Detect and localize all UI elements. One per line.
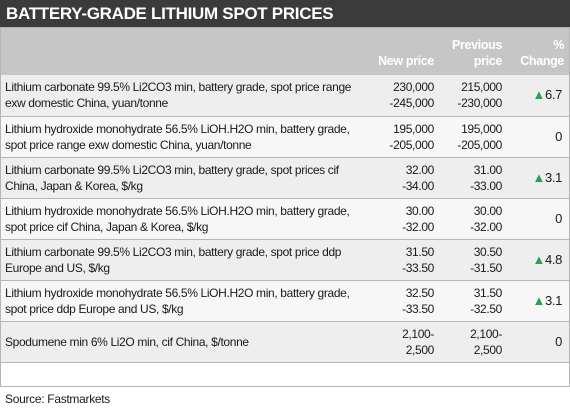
change-cell: ▲3.1	[508, 280, 570, 322]
price-line: 230,000	[393, 80, 434, 95]
description-cell: Lithium carbonate 99.5% Li2CO3 min, batt…	[0, 239, 360, 281]
change-value: 0	[555, 128, 562, 144]
change-value: ▲6.7	[532, 87, 562, 103]
column-header: New price	[360, 27, 440, 75]
price-cell: 215,000 -230,000	[440, 75, 508, 117]
change-value: ▲3.1	[532, 169, 562, 185]
table-row: Lithium hydroxide monohydrate 56.5% LiOH…	[0, 280, 570, 322]
price-cell: 30.00 -32.00	[440, 198, 508, 240]
price-cell: 30.50 -31.50	[440, 239, 508, 281]
column-header	[0, 27, 360, 75]
price-line: 31.00	[473, 162, 503, 177]
price-line: 30.50	[473, 244, 503, 259]
change-cell: ▲4.8	[508, 239, 570, 281]
description-cell: Lithium carbonate 99.5% Li2CO3 min, batt…	[0, 157, 360, 199]
description-cell: Lithium carbonate 99.5% Li2CO3 min, batt…	[0, 75, 360, 117]
title: BATTERY-GRADE LITHIUM SPOT PRICES	[0, 0, 570, 27]
description-cell: Lithium hydroxide monohydrate 56.5% LiOH…	[0, 280, 360, 322]
price-cell: 230,000 -245,000	[360, 75, 440, 117]
description-cell: Lithium hydroxide monohydrate 56.5% LiOH…	[0, 198, 360, 240]
price-line: -33.50	[402, 260, 434, 275]
price-line: 215,000	[461, 80, 502, 95]
price-cell: 2,100- 2,500	[360, 321, 440, 363]
change-cell: ▲6.7	[508, 75, 570, 117]
price-line: -32.00	[470, 219, 502, 234]
price-cell: 31.00 -33.00	[440, 157, 508, 199]
table-row: Lithium carbonate 99.5% Li2CO3 min, batt…	[0, 157, 570, 199]
price-line: 2,500	[405, 342, 435, 357]
description-cell: Spodumene min 6% Li2O min, cif China, $/…	[0, 321, 360, 363]
price-line: 2,100-	[402, 326, 434, 341]
price-cell: 30.00 -32.00	[360, 198, 440, 240]
price-cell: 31.50 -32.50	[440, 280, 508, 322]
price-cell: 195,000 -205,000	[360, 116, 440, 158]
price-line: -230,000	[457, 96, 502, 111]
price-cell: 2,100- 2,500	[440, 321, 508, 363]
change-value: ▲4.8	[532, 251, 562, 267]
source: Source: Fastmarkets	[5, 392, 111, 406]
price-cell: 31.50 -33.50	[360, 239, 440, 281]
table-row: Lithium carbonate 99.5% Li2CO3 min, batt…	[0, 75, 570, 117]
price-line: 30.00	[473, 203, 503, 218]
column-header: Previous price	[440, 27, 508, 75]
price-cell: 32.00 -34.00	[360, 157, 440, 199]
description-cell: Lithium hydroxide monohydrate 56.5% LiOH…	[0, 116, 360, 158]
price-line: 32.00	[405, 162, 435, 177]
change-value: 0	[555, 210, 562, 226]
price-line: -33.00	[470, 178, 502, 193]
price-line: -33.50	[402, 301, 434, 316]
price-line: 2,100-	[470, 326, 502, 341]
price-line: -34.00	[402, 178, 434, 193]
header-row: New price Previous price% Change	[0, 27, 570, 75]
table-row: Lithium hydroxide monohydrate 56.5% LiOH…	[0, 198, 570, 240]
table-row: Lithium hydroxide monohydrate 56.5% LiOH…	[0, 116, 570, 158]
price-line: -32.50	[470, 301, 502, 316]
price-line: 2,500	[473, 342, 503, 357]
price-cell: 32.50 -33.50	[360, 280, 440, 322]
price-line: -32.00	[402, 219, 434, 234]
price-line: 30.00	[405, 203, 435, 218]
table-row: Spodumene min 6% Li2O min, cif China, $/…	[0, 321, 570, 363]
price-table: New price Previous price% Change Lithium …	[0, 27, 570, 363]
change-cell: 0	[508, 116, 570, 158]
change-value: 0	[555, 333, 562, 349]
price-line: 31.50	[473, 285, 503, 300]
price-line: 32.50	[405, 285, 435, 300]
change-cell: 0	[508, 198, 570, 240]
price-cell: 195,000 -205,000	[440, 116, 508, 158]
change-value: ▲3.1	[532, 292, 562, 308]
price-line: 31.50	[405, 244, 435, 259]
column-header: % Change	[508, 27, 570, 75]
change-cell: 0	[508, 321, 570, 363]
price-line: 195,000	[461, 121, 502, 136]
price-line: 195,000	[393, 121, 434, 136]
price-line: -245,000	[389, 96, 434, 111]
price-line: -31.50	[470, 260, 502, 275]
change-cell: ▲3.1	[508, 157, 570, 199]
price-line: -205,000	[389, 137, 434, 152]
price-line: -205,000	[457, 137, 502, 152]
table-row: Lithium carbonate 99.5% Li2CO3 min, batt…	[0, 239, 570, 281]
